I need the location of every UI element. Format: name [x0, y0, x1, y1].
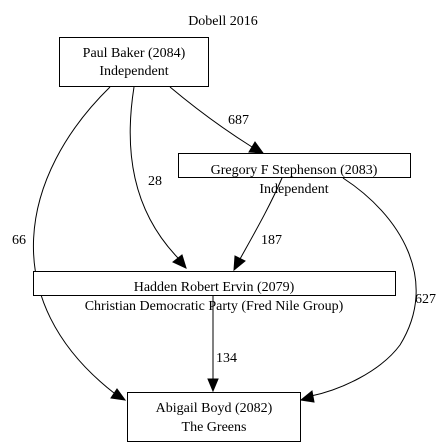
node-box: [127, 392, 301, 442]
edge-line: [129, 86, 179, 259]
edge-ervin-to-boyd: 134: [207, 296, 237, 393]
arrowhead: [299, 390, 315, 403]
arrowhead: [248, 141, 265, 154]
node-party: Independent: [259, 182, 328, 197]
edge-label: 28: [148, 174, 162, 189]
node-party: The Greens: [182, 420, 247, 435]
arrowhead: [172, 254, 187, 269]
diagram-title: Dobell 2016: [188, 14, 258, 29]
node-gregory-stephenson: Gregory F Stephenson (2083) Independent: [178, 153, 411, 197]
arrowhead: [233, 255, 246, 272]
edge-baker-to-stephenson: 687: [169, 86, 265, 154]
node-box: [59, 37, 209, 87]
edge-stephenson-to-boyd: 627: [299, 177, 436, 403]
edge-label: 687: [228, 113, 249, 128]
node-abigail-boyd: Abigail Boyd (2082) The Greens: [127, 392, 301, 442]
arrowhead: [207, 378, 219, 393]
node-name: Hadden Robert Ervin (2079): [134, 280, 295, 295]
edge-label: 627: [415, 292, 436, 307]
edge-stephenson-to-ervin: 187: [233, 177, 283, 272]
node-hadden-ervin: Hadden Robert Ervin (2079) Christian Dem…: [33, 271, 396, 314]
node-paul-baker: Paul Baker (2084) Independent: [59, 37, 209, 87]
edge-label: 66: [12, 233, 26, 248]
node-box: [178, 153, 411, 178]
edge-line: [169, 86, 253, 148]
node-name: Abigail Boyd (2082): [156, 401, 273, 416]
edge-label: 187: [261, 233, 282, 248]
node-name: Paul Baker (2084): [83, 46, 186, 61]
edge-baker-to-ervin: 28: [129, 86, 187, 269]
edge-label: 134: [216, 351, 237, 366]
edge-line: [239, 177, 283, 260]
node-name: Gregory F Stephenson (2083): [211, 163, 378, 178]
arrowhead: [110, 388, 127, 401]
edge-baker-to-boyd: 66: [12, 86, 127, 401]
node-party: Independent: [99, 64, 168, 79]
edge-line: [310, 177, 417, 397]
node-box: [33, 271, 396, 296]
edge-line: [32, 86, 115, 394]
node-party: Christian Democratic Party (Fred Nile Gr…: [85, 299, 344, 314]
